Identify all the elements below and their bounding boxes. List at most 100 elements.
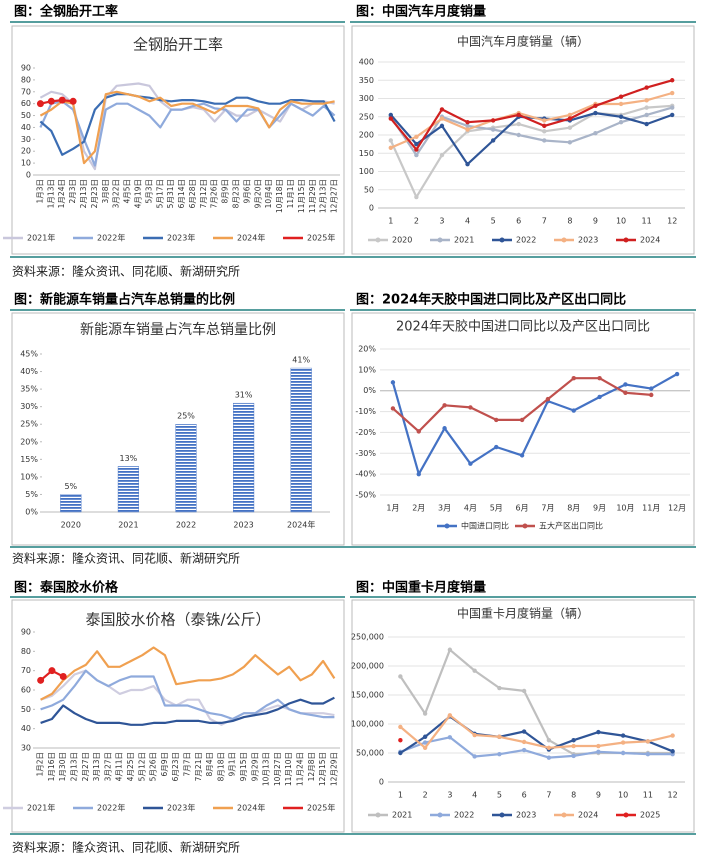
point xyxy=(398,674,403,679)
data-label: 25% xyxy=(177,412,195,421)
x-tick-label: 8 xyxy=(571,791,576,800)
point xyxy=(422,745,428,750)
point xyxy=(439,116,445,121)
x-tick-label: 2 xyxy=(423,791,428,800)
y-tick-label: 400 xyxy=(359,58,374,67)
series-line xyxy=(40,646,336,701)
y-tick-label: 50 xyxy=(364,185,374,194)
series-line xyxy=(400,736,673,759)
y-tick-label: 40 xyxy=(21,123,31,132)
x-tick-label: 9月 xyxy=(593,504,606,513)
legend-marker xyxy=(437,812,443,818)
x-tick-label: 11月29日 xyxy=(308,179,317,213)
y-tick-label: 60 xyxy=(21,99,31,108)
chart-title: 中国汽车月度销量（辆） xyxy=(457,34,589,49)
x-tick-label: 6月9日 xyxy=(160,752,169,777)
x-tick-label: 10月4日 xyxy=(264,179,273,208)
legend-label: 2021 xyxy=(454,236,474,245)
legend-label: 五大产区出口同比 xyxy=(539,521,603,531)
x-tick-label: 5 xyxy=(491,217,496,226)
x-tick-label: 1月2日 xyxy=(36,752,45,777)
source: 资料来源：隆众资讯、同花顺、新湖研究所 xyxy=(12,840,240,855)
x-tick-label: 5月3日 xyxy=(144,179,153,204)
x-tick-label: 2月13日 xyxy=(79,179,88,208)
point xyxy=(618,94,624,99)
point xyxy=(388,116,393,121)
legend-label: 2025年 xyxy=(307,233,335,243)
y-tick-label: 70 xyxy=(21,666,31,675)
x-tick-label: 2022 xyxy=(176,521,196,530)
point xyxy=(644,98,649,103)
y-tick-label: 300 xyxy=(359,94,374,103)
legend-marker xyxy=(561,237,567,243)
x-tick-label: 7月12日 xyxy=(199,179,208,208)
point xyxy=(596,729,601,735)
point xyxy=(519,453,525,458)
point xyxy=(596,743,601,749)
point xyxy=(519,417,525,423)
x-tick-label: 12 xyxy=(668,791,678,800)
x-tick-label: 10 xyxy=(616,217,626,226)
x-tick-label: 9 xyxy=(593,217,598,226)
legend-label: 2025年 xyxy=(307,803,335,813)
point xyxy=(596,749,601,755)
point xyxy=(468,405,473,410)
point xyxy=(497,685,502,691)
point xyxy=(447,735,453,740)
y-tick-label: 0% xyxy=(25,508,38,517)
x-tick-label: 3月 xyxy=(438,504,451,513)
point xyxy=(447,713,453,718)
y-tick-label: 45% xyxy=(20,350,38,359)
x-tick-label: 12月8日 xyxy=(307,752,316,781)
legend-label: 2022年 xyxy=(97,803,125,813)
point xyxy=(414,152,419,158)
y-tick-label: 80 xyxy=(21,647,31,656)
point xyxy=(571,376,576,381)
point xyxy=(593,130,598,136)
point xyxy=(593,103,598,109)
series-line xyxy=(40,99,74,105)
point xyxy=(490,138,496,143)
x-tick-label: 3月13日 xyxy=(92,752,101,781)
point xyxy=(645,739,651,744)
legend-label: 2022 xyxy=(454,811,474,820)
x-tick-label: 2021 xyxy=(118,521,138,530)
point xyxy=(567,140,573,145)
legend-label: 中国进口同比 xyxy=(461,521,509,531)
x-tick-label: 6月 xyxy=(516,504,529,513)
series-line xyxy=(389,104,673,199)
chart-frame xyxy=(351,599,695,833)
y-tick-label: 0 xyxy=(26,171,31,180)
point xyxy=(465,120,470,125)
y-tick-label: 0 xyxy=(379,778,384,787)
x-tick-label: 7月26日 xyxy=(210,179,219,208)
x-tick-label: 2024年 xyxy=(287,520,315,530)
point xyxy=(649,392,654,398)
y-tick-label: 50,000 xyxy=(356,749,384,758)
y-tick-label: 80 xyxy=(21,75,31,84)
x-tick-label: 2月3日 xyxy=(68,179,77,204)
x-tick-label: 4月 xyxy=(464,504,477,513)
y-tick-label: -20% xyxy=(355,428,376,437)
point xyxy=(545,396,551,402)
x-tick-label: 1月 xyxy=(386,504,399,513)
point xyxy=(47,97,55,105)
point xyxy=(567,125,573,130)
point xyxy=(571,753,576,759)
source: 资料来源：隆众资讯、同花顺、新湖研究所 xyxy=(12,551,240,566)
y-tick-label: 350 xyxy=(359,76,374,85)
point xyxy=(494,417,499,423)
legend-label: 2024年 xyxy=(237,803,265,813)
point xyxy=(644,121,649,127)
y-tick-label: 50 xyxy=(21,705,31,714)
point xyxy=(644,112,649,118)
x-tick-label: 1 xyxy=(398,791,403,800)
x-tick-label: 6 xyxy=(522,791,527,800)
y-tick-label: 10 xyxy=(21,159,31,168)
point xyxy=(416,429,421,434)
x-tick-label: 9月20日 xyxy=(253,179,262,208)
x-tick-label: 5月12日 xyxy=(137,752,146,781)
x-tick-label: 10月27日 xyxy=(273,752,282,786)
series-line xyxy=(39,100,336,167)
point xyxy=(447,647,453,652)
